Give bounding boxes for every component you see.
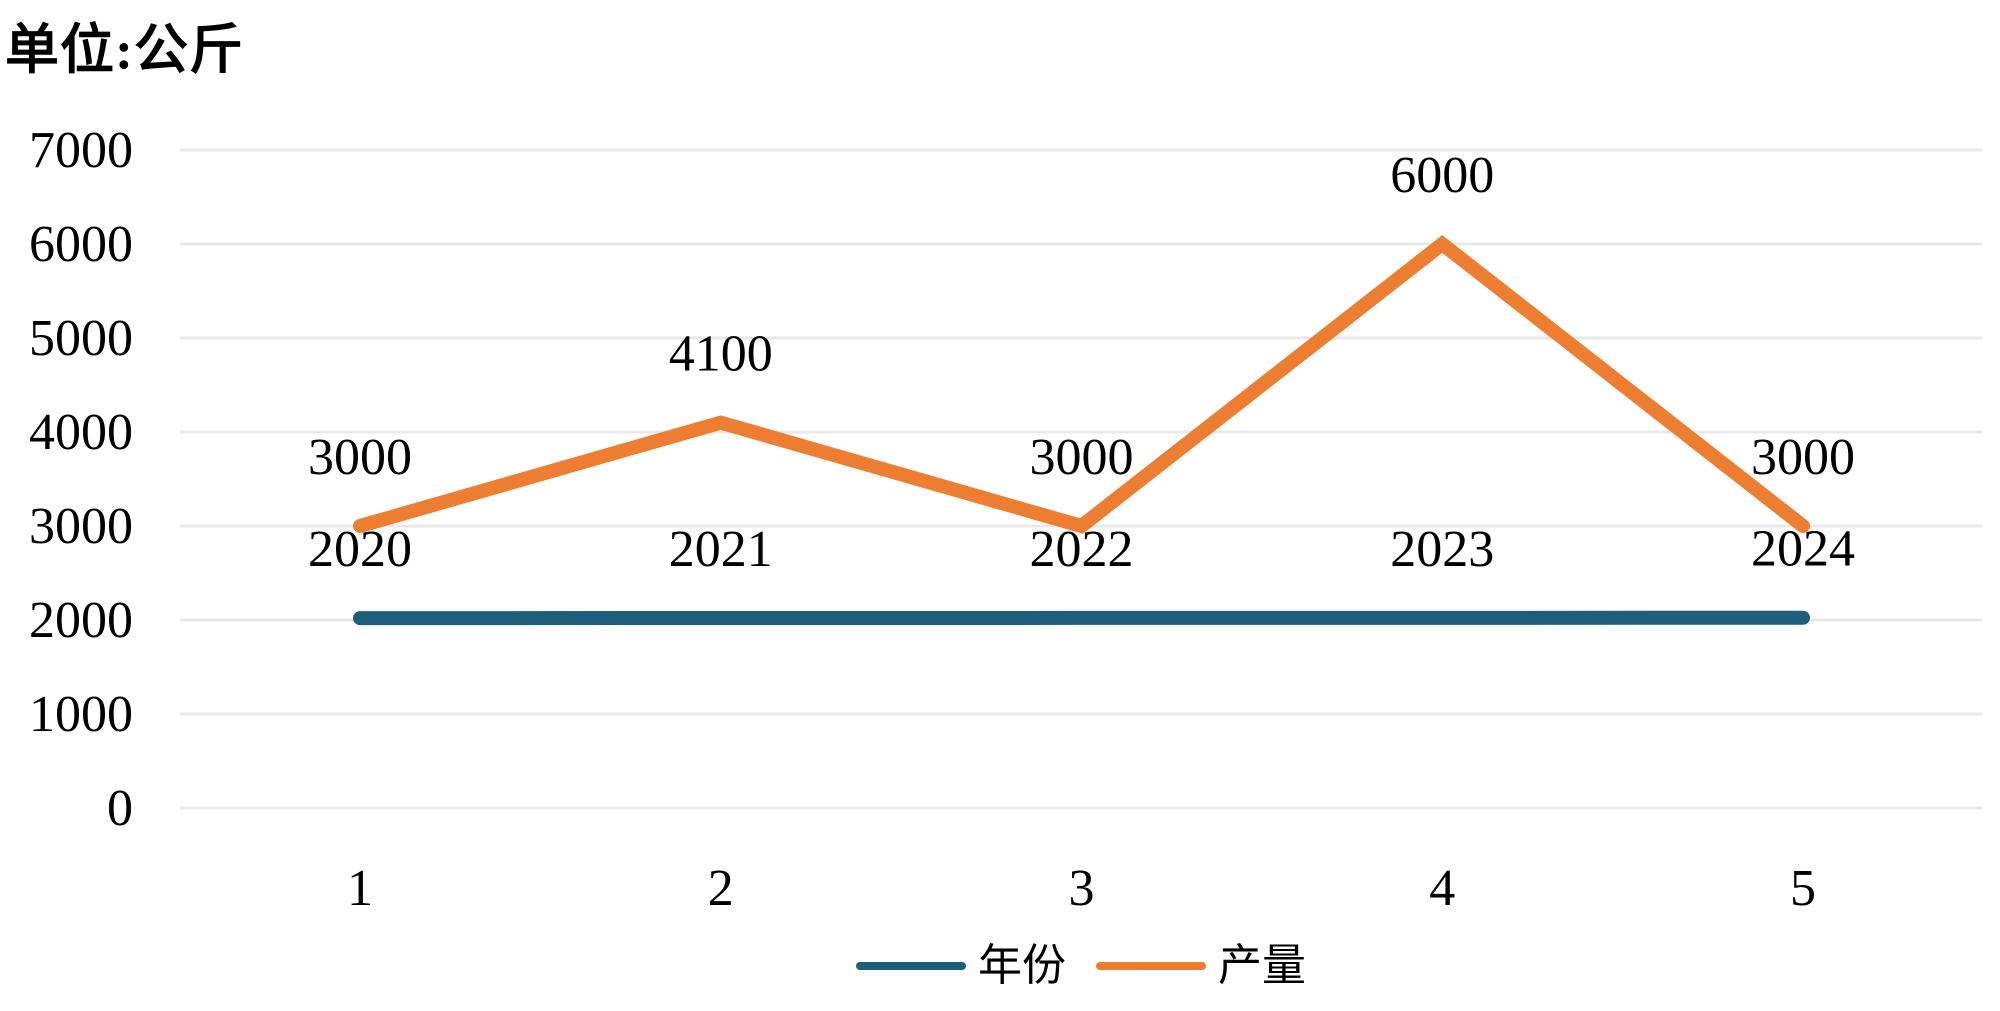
chart-unit-label: 单位:公斤 xyxy=(5,20,244,80)
legend-item-year: 年份 xyxy=(856,944,1066,988)
y-axis-tick-label: 6000 xyxy=(29,216,133,273)
chart-legend: 年份 产量 xyxy=(180,938,1982,994)
y-axis-tick-label: 0 xyxy=(107,780,133,837)
y-axis-tick-label: 3000 xyxy=(29,498,133,555)
data-label-year: 2023 xyxy=(1390,521,1494,578)
x-axis-tick-label: 2 xyxy=(708,860,734,917)
x-axis-tick-label: 5 xyxy=(1790,860,1816,917)
y-axis-tick-label: 4000 xyxy=(29,404,133,461)
data-label-year: 2024 xyxy=(1751,521,1855,578)
data-label-yield: 3000 xyxy=(1751,429,1855,486)
legend-label-yield: 产量 xyxy=(1218,941,1306,990)
x-axis-tick-label: 4 xyxy=(1429,860,1455,917)
data-label-yield: 3000 xyxy=(1030,429,1134,486)
x-axis-tick-label: 3 xyxy=(1069,860,1095,917)
x-axis-tick-label: 1 xyxy=(347,860,373,917)
legend-line-swatch-year xyxy=(856,962,966,970)
series-line-yield xyxy=(353,235,1810,534)
y-axis-tick-label: 7000 xyxy=(29,122,133,179)
data-label-year: 2022 xyxy=(1030,521,1134,578)
legend-line-swatch-yield xyxy=(1096,962,1206,970)
y-axis-tick-label: 5000 xyxy=(29,310,133,367)
data-label-yield: 6000 xyxy=(1390,147,1494,204)
legend-label-year: 年份 xyxy=(978,941,1066,990)
y-axis-tick-label: 1000 xyxy=(29,686,133,743)
y-axis-tick-label: 2000 xyxy=(29,592,133,649)
data-label-yield: 3000 xyxy=(308,429,412,486)
legend-item-yield: 产量 xyxy=(1096,944,1306,988)
data-label-year: 2020 xyxy=(308,521,412,578)
data-label-yield: 4100 xyxy=(669,326,773,383)
data-label-year: 2021 xyxy=(669,521,773,578)
